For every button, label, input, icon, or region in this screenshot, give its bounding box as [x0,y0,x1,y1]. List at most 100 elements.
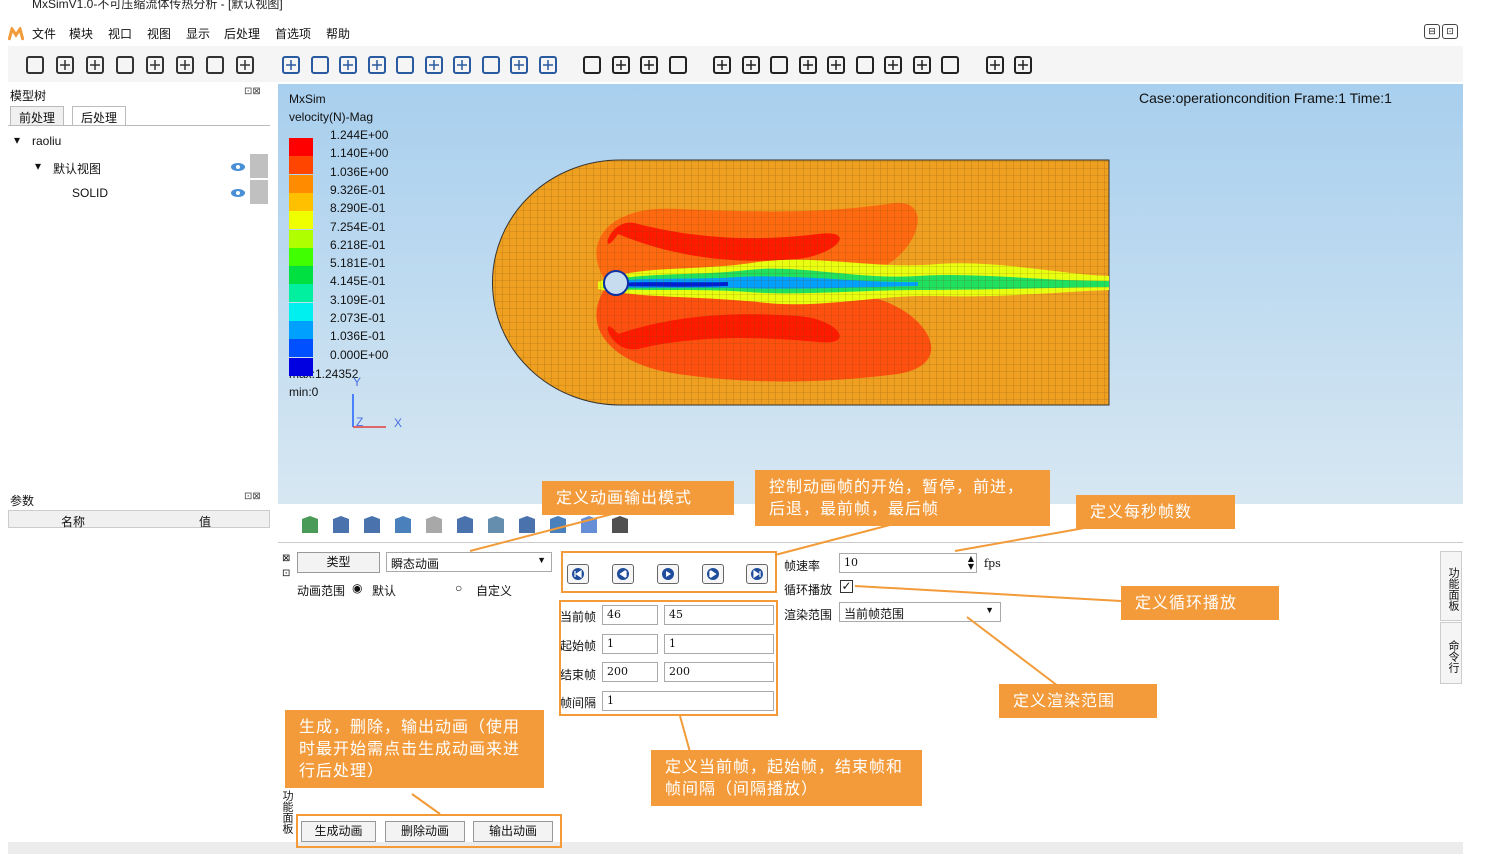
current-frame-input-2[interactable]: 45 [664,605,774,625]
view-grid-icon[interactable] [610,54,632,76]
layout-icon[interactable] [984,54,1006,76]
view-front-icon[interactable] [711,54,733,76]
open-icon[interactable] [54,54,76,76]
generate-animation-button[interactable]: 生成动画 [301,821,376,842]
view-mesh-icon[interactable] [667,54,689,76]
visibility-eye-icon[interactable] [230,188,246,198]
side-tab-function-panel[interactable]: 功能面板 [1440,551,1462,621]
tree-item-root[interactable]: raoliu [32,134,62,148]
render-range-select[interactable]: 当前帧范围 ▼ [839,602,1001,622]
last-frame-button[interactable] [746,564,768,584]
contour-icon[interactable] [298,513,322,537]
settings-gear-icon[interactable] [608,513,632,537]
tree-item-default-view[interactable]: 默认视图 [53,162,102,176]
rotate-icon[interactable] [366,54,388,76]
animation-type-select[interactable]: 瞬态动画 ▼ [386,552,552,572]
tree-expand-view-icon[interactable]: ▾ [35,159,42,173]
first-frame-button[interactable] [567,564,589,584]
export-icon[interactable] [144,54,166,76]
end-frame-input[interactable]: 200 [602,662,658,682]
mesh-icon[interactable] [174,54,196,76]
menu-help[interactable]: 帮助 [326,27,351,41]
current-frame-label: 当前帧 [560,610,597,624]
model-tree-panel-controls[interactable]: ⊡⊠ [244,86,261,97]
table-icon[interactable] [515,513,539,537]
callout-loop: 定义循环播放 [1121,586,1279,620]
probe-icon[interactable] [484,513,508,537]
legend-label: 3.109E-01 [330,292,386,307]
color-swatch[interactable] [250,180,268,204]
spin-arrows-icon[interactable]: ▲ ▼ [967,554,974,571]
interval-input[interactable]: 1 [602,691,774,711]
streamline-icon[interactable] [453,513,477,537]
legend-swatch [289,357,313,376]
visibility-eye-icon[interactable] [230,162,246,172]
panel-float-icon[interactable]: ⊡ [282,568,291,579]
radio-default[interactable]: ◉ [352,581,363,595]
view-left-icon[interactable] [768,54,790,76]
export-animation-button[interactable]: 输出动画 [473,821,553,842]
params-panel-controls[interactable]: ⊡⊠ [244,491,261,502]
target-icon[interactable] [337,54,359,76]
tree-item-solid[interactable]: SOLID [72,186,109,200]
tab-postprocess[interactable]: 后处理 [72,106,127,126]
view-solid-icon[interactable] [638,54,660,76]
panel-close-icon[interactable]: ⊠ [282,553,291,564]
current-frame-input[interactable]: 46 [602,605,658,625]
previous-frame-button[interactable] [612,564,634,584]
new-file-icon[interactable] [24,54,46,76]
3d-box-icon[interactable] [391,513,415,537]
start-frame-input[interactable]: 1 [602,634,658,654]
legend-swatch [289,174,313,193]
menu-display[interactable]: 显示 [186,27,211,41]
view-bottom-icon[interactable] [854,54,876,76]
menu-preferences[interactable]: 首选项 [275,27,312,41]
screen-icon[interactable] [234,54,256,76]
view-back-icon[interactable] [740,54,762,76]
rotate-90-icon[interactable] [423,54,445,76]
layers-icon[interactable] [1012,54,1034,76]
view-right-icon[interactable] [797,54,819,76]
restore-button[interactable]: ⊟ [1424,24,1440,39]
fit-icon[interactable] [309,54,331,76]
axis-iso-icon[interactable] [882,54,904,76]
rotate-y-icon[interactable] [394,54,416,76]
fps-spinbox[interactable]: 10 ▲ ▼ [839,553,977,573]
callout-fps: 定义每秒帧数 [1076,495,1235,529]
menu-file[interactable]: 文件 [32,27,57,41]
float-button[interactable]: ⊡ [1442,24,1458,39]
menu-module[interactable]: 模块 [69,27,94,41]
rotate-neg90-icon[interactable] [451,54,473,76]
import-icon[interactable] [114,54,136,76]
end-frame-input-2[interactable]: 200 [664,662,774,682]
start-frame-input-2[interactable]: 1 [664,634,774,654]
3d-viewport[interactable]: MxSim velocity(N)-Mag Case:operationcond… [278,84,1463,504]
play-button[interactable] [657,564,679,584]
animation-clip-icon[interactable] [360,513,384,537]
side-tab-command-line[interactable]: 命令行 [1440,622,1462,684]
loop-checkbox[interactable]: ✓ [840,579,853,593]
zoom-out-icon[interactable] [508,54,530,76]
view-wire-icon[interactable] [581,54,603,76]
view-top-icon[interactable] [825,54,847,76]
vector-icon[interactable] [329,513,353,537]
present-icon[interactable] [204,54,226,76]
delete-animation-button[interactable]: 删除动画 [385,821,465,842]
tree-expand-root-icon[interactable]: ▾ [14,133,21,147]
zoom-in-icon[interactable] [537,54,559,76]
select-icon[interactable] [280,54,302,76]
radio-custom[interactable]: ○ [455,581,463,595]
menu-viewport[interactable]: 视口 [108,27,133,41]
next-frame-button[interactable] [702,564,724,584]
legend-swatch [289,192,313,211]
axis-y-icon[interactable] [911,54,933,76]
menu-postprocess[interactable]: 后处理 [224,27,261,41]
main-toolbar [8,46,1463,82]
axis-z-icon[interactable] [939,54,961,76]
color-swatch[interactable] [250,154,268,178]
save-icon[interactable] [84,54,106,76]
reset-icon[interactable] [480,54,502,76]
ellipse-icon[interactable] [422,513,446,537]
legend-label: 2.073E-01 [330,311,386,325]
menu-view[interactable]: 视图 [147,27,172,41]
